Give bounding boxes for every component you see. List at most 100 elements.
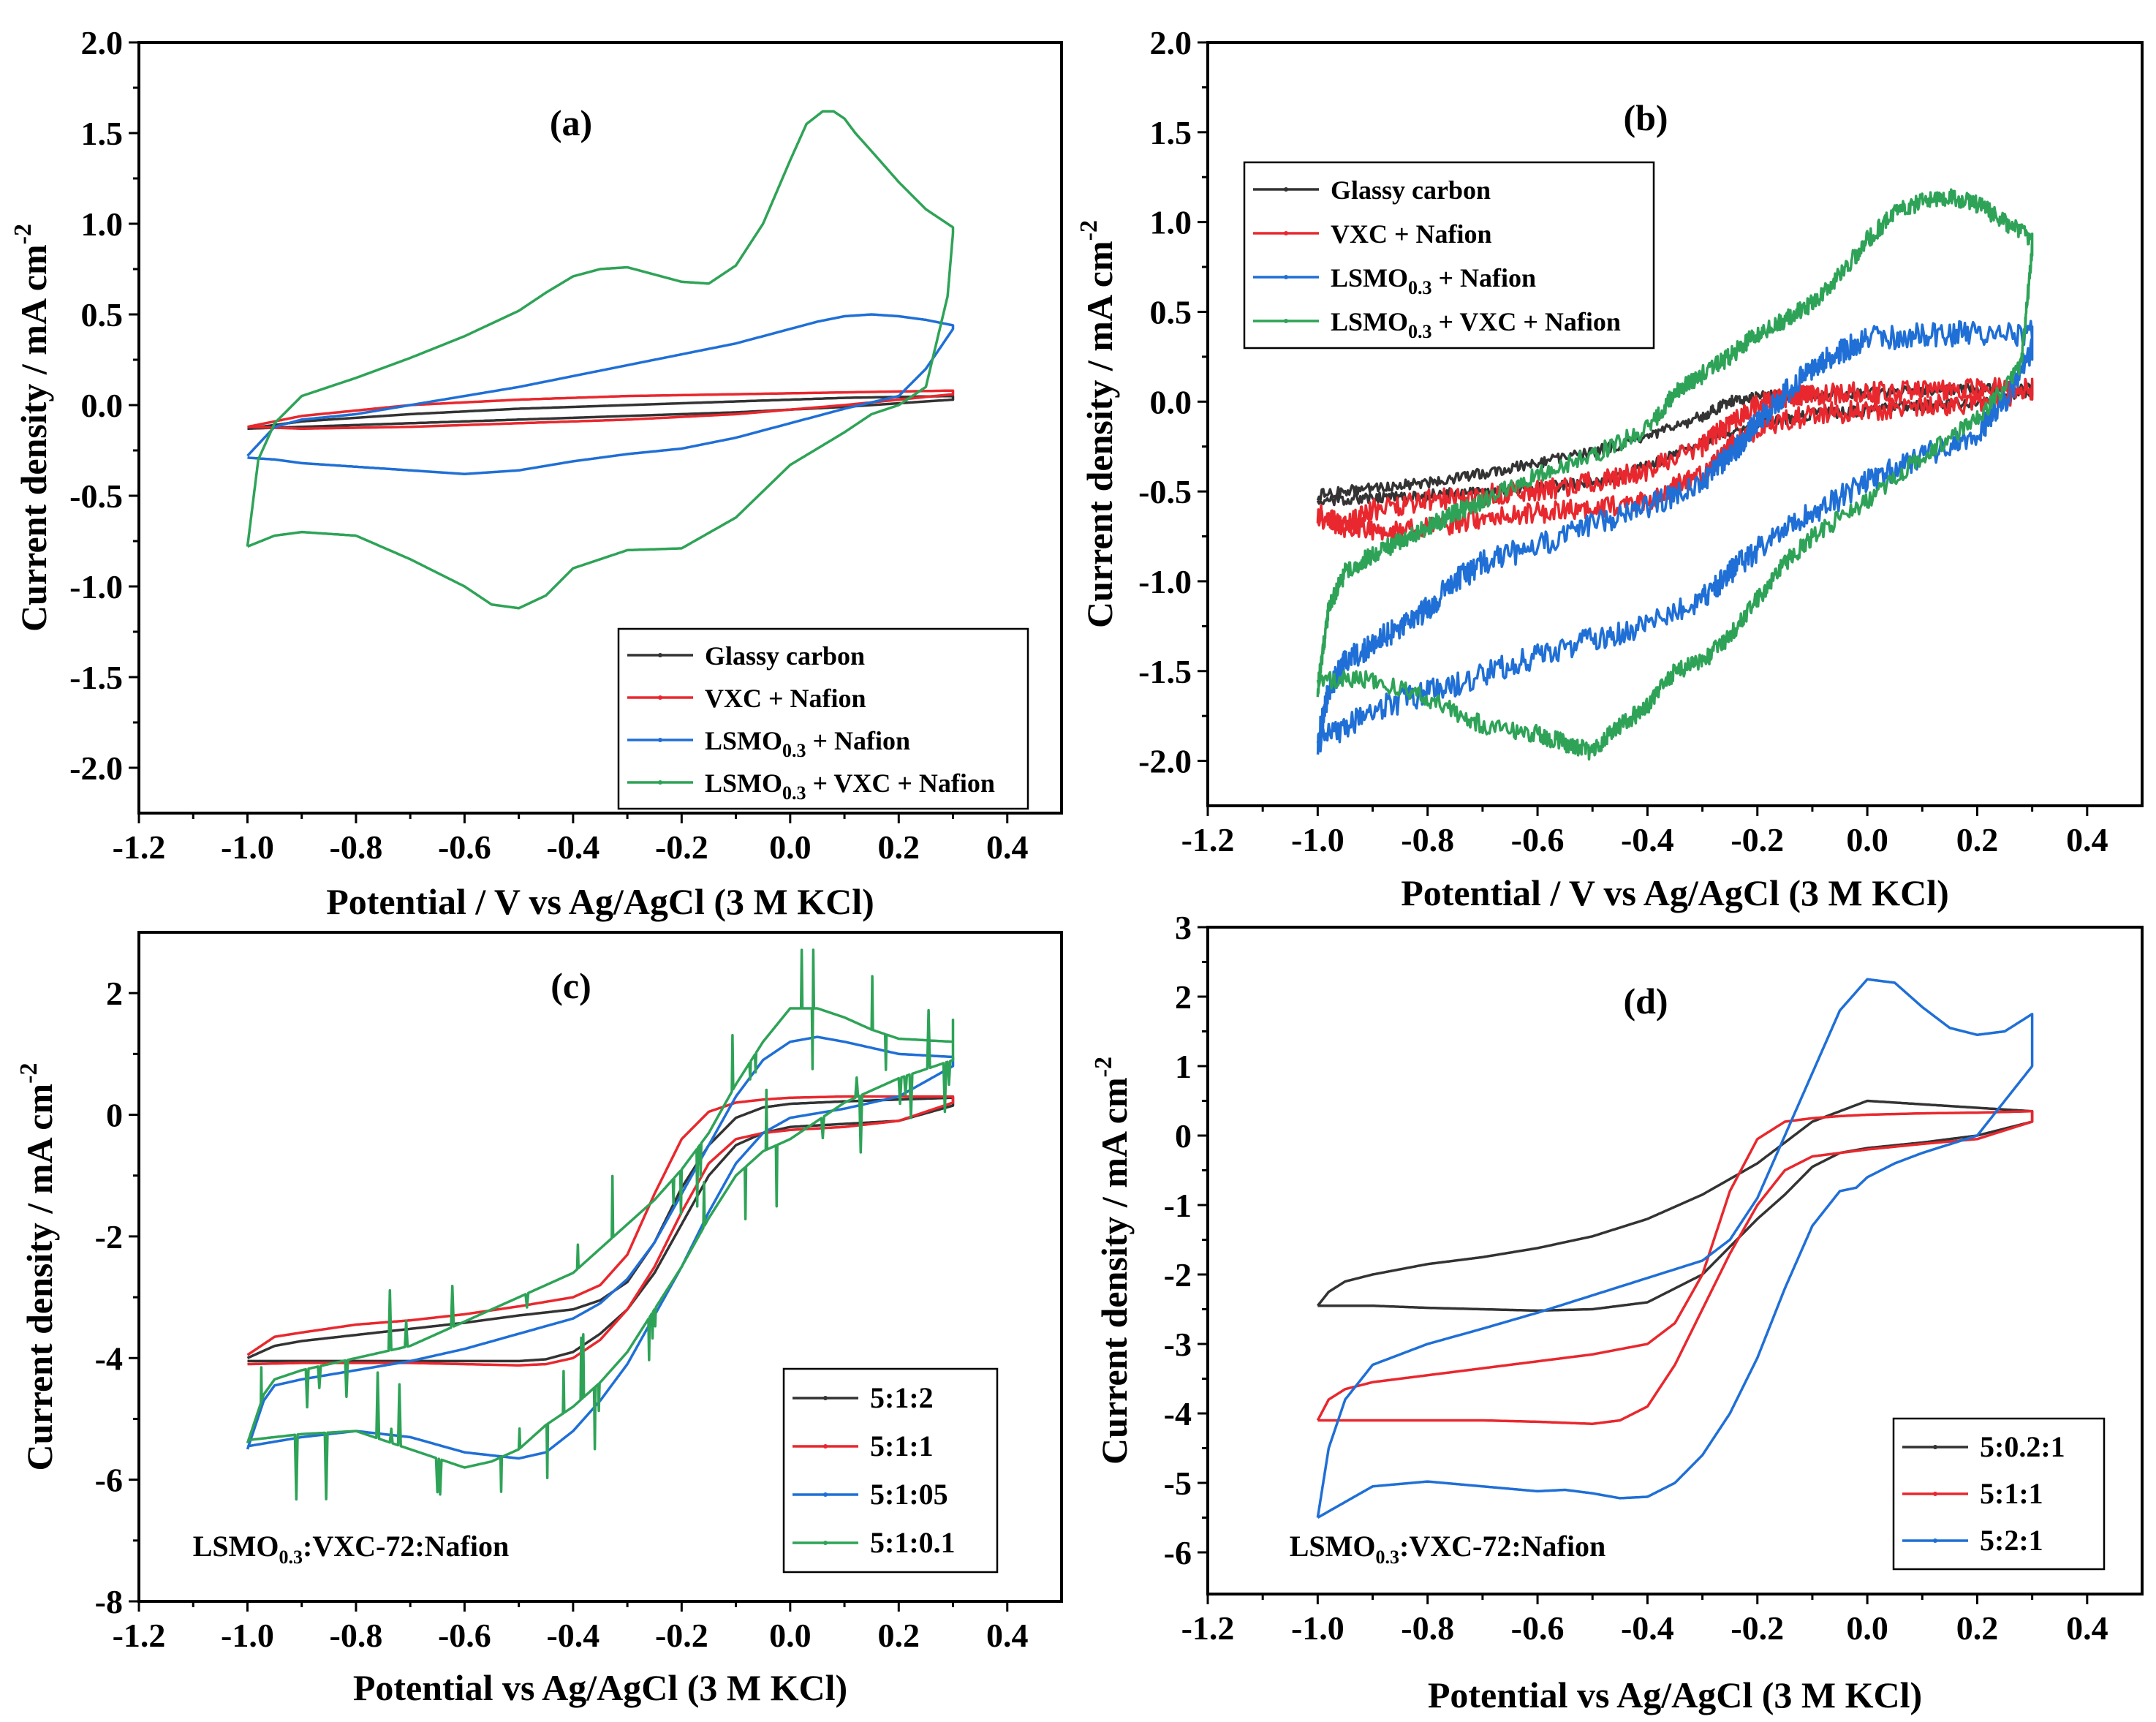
legend-marker <box>823 1492 828 1497</box>
legend-marker <box>1284 275 1288 279</box>
x-tick-label: 0.2 <box>1956 821 1999 858</box>
y-axis-title: Current density / mA cm-2 <box>1090 1057 1135 1465</box>
x-tick-label: -0.4 <box>546 828 599 866</box>
panel-label: (a) <box>550 102 592 143</box>
legend-label: 5:0.2:1 <box>1980 1430 2065 1463</box>
y-tick-label: 0 <box>1175 1117 1192 1155</box>
legend-box <box>782 1367 999 1574</box>
plot-frame <box>137 41 1063 815</box>
series-line-3 <box>246 313 955 475</box>
legend-label: 5:1:2 <box>870 1381 934 1414</box>
x-tick-label: -0.4 <box>1621 1609 1674 1647</box>
series-line-1 <box>247 394 955 430</box>
x-tick-label: -1.0 <box>221 828 274 866</box>
x-axis-title: Potential / V vs Ag/AgCl (3 M KCl) <box>326 881 874 922</box>
y-tick-label: 1 <box>1175 1048 1192 1085</box>
series-line-3 <box>1316 978 2034 1519</box>
legend-marker <box>1933 1445 1937 1449</box>
series-line-2 <box>1316 1110 2034 1426</box>
y-tick-label: 1.0 <box>81 205 124 243</box>
legend: 5:0.2:1 5:1:1 5:2:1 <box>1892 1417 2106 1571</box>
panel-label: (b) <box>1623 97 1668 138</box>
x-tick-label: -0.6 <box>438 1617 491 1654</box>
x-tick-label: -1.2 <box>1181 821 1235 858</box>
y-axis-title: Current density / mA cm-2 <box>1075 220 1121 628</box>
legend-marker <box>1284 319 1288 323</box>
legend-marker <box>823 1396 828 1400</box>
x-tick-label: -1.2 <box>113 1617 166 1654</box>
legend-marker <box>1933 1492 1937 1496</box>
series-line-3 <box>1316 320 2034 755</box>
series-line-4 <box>246 948 955 1501</box>
y-tick-label: -5 <box>1164 1465 1192 1502</box>
legend-label: LSMO0.3 + Nafion <box>1331 263 1536 298</box>
y-tick-label: 3 <box>1175 909 1192 946</box>
x-tick-label: 0.0 <box>769 1617 812 1654</box>
legend-label: Glassy carbon <box>705 641 865 671</box>
y-tick-label: 0.0 <box>1150 383 1192 420</box>
y-tick-label: -6 <box>95 1462 123 1499</box>
x-tick-label: -0.8 <box>1401 821 1454 858</box>
x-tick-label: 0.2 <box>878 1617 920 1654</box>
legend: Glassy carbon VXC + Nafion LSMO0.3 + Nafio… <box>1243 161 1655 350</box>
x-tick-label: -0.6 <box>1511 1609 1565 1647</box>
y-tick-label: 1.0 <box>1150 204 1192 241</box>
legend-marker <box>1284 187 1288 192</box>
y-tick-label: 0.5 <box>81 296 124 333</box>
x-tick-label: -1.0 <box>221 1617 274 1654</box>
legend-label: 5:2:1 <box>1980 1524 2043 1557</box>
x-axis-title: Potential / V vs Ag/AgCl (3 M KCl) <box>1401 872 1949 913</box>
y-tick-label: -2 <box>95 1218 123 1255</box>
y-tick-label: 0.0 <box>81 387 124 424</box>
y-tick-label: -2.0 <box>69 749 123 787</box>
x-tick-label: -0.6 <box>1511 821 1565 858</box>
x-tick-label: 0.4 <box>2066 821 2108 858</box>
series-line-4 <box>246 110 955 610</box>
x-tick-label: 0.0 <box>769 828 812 866</box>
x-tick-label: 0.4 <box>986 828 1029 866</box>
y-tick-label: -1.5 <box>1138 653 1192 690</box>
x-tick-label: 0.0 <box>1846 1609 1888 1647</box>
legend-label: VXC + Nafion <box>1331 219 1492 249</box>
legend-label: 5:1:1 <box>1980 1477 2043 1510</box>
y-tick-label: 2 <box>106 975 123 1012</box>
y-tick-label: 1.5 <box>81 115 124 152</box>
series-group <box>1316 978 2034 1519</box>
y-tick-label: -2 <box>1164 1256 1192 1294</box>
legend-marker <box>658 780 662 785</box>
x-tick-label: -1.0 <box>1291 1609 1344 1647</box>
x-tick-label: -0.8 <box>330 828 383 866</box>
x-tick-label: 0.2 <box>1956 1609 1999 1647</box>
x-tick-label: -1.2 <box>1181 1609 1235 1647</box>
x-tick-label: 0.4 <box>986 1617 1029 1654</box>
y-tick-label: 0.5 <box>1150 293 1192 331</box>
legend-label: Glassy carbon <box>1331 175 1491 205</box>
y-tick-label: 1.5 <box>1150 114 1192 151</box>
series-group <box>1316 188 2034 761</box>
y-tick-label: -4 <box>95 1340 123 1377</box>
legend-marker <box>658 695 662 700</box>
x-tick-label: 0.4 <box>2066 1609 2108 1647</box>
legend-marker <box>658 653 662 657</box>
y-tick-label: -1 <box>1164 1187 1192 1224</box>
legend-marker <box>658 738 662 742</box>
panel-c: -1.2 -1.0 -0.8 -0.6 -0.4 -0.2 0.0 0.2 0.4 -8 -6 -4 -… <box>15 931 1063 1708</box>
legend: Glassy carbon VXC + Nafion LSMO0.3 + Nafio… <box>617 627 1029 810</box>
legend-marker <box>1284 231 1288 235</box>
legend-marker <box>823 1444 828 1449</box>
plot-frame <box>1206 41 2144 807</box>
y-tick-label: 0 <box>106 1097 123 1134</box>
composition-annotation: LSMO0.3:VXC-72:Nafion <box>1290 1530 1605 1568</box>
x-tick-label: -1.2 <box>113 828 166 866</box>
x-axis-title: Potential vs Ag/AgCl (3 M KCl) <box>353 1667 847 1708</box>
legend-label: LSMO0.3 + Nafion <box>705 726 910 761</box>
x-tick-label: -0.4 <box>546 1617 599 1654</box>
x-tick-label: -0.6 <box>438 828 491 866</box>
x-tick-label: -0.2 <box>655 1617 708 1654</box>
legend-label: 5:1:1 <box>870 1430 934 1462</box>
y-tick-label: -0.5 <box>1138 473 1192 510</box>
series-line-4 <box>1316 188 2034 761</box>
panel-label: (c) <box>551 965 591 1006</box>
panel-a: -1.2 -1.0 -0.8 -0.6 -0.4 -0.2 0.0 0.2 0.4 -2.0 -1.… <box>10 24 1063 922</box>
x-tick-label: -0.8 <box>330 1617 383 1654</box>
